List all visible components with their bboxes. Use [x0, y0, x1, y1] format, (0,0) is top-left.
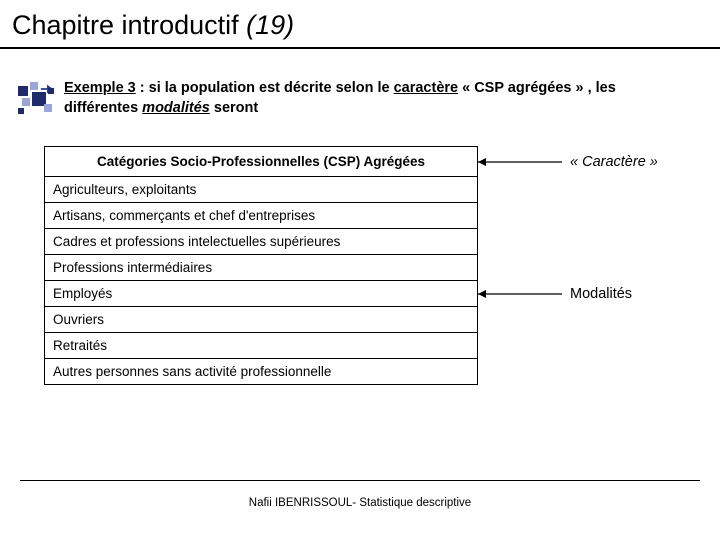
table-row: Agriculteurs, exploitants: [45, 177, 478, 203]
bullet-modalites: modalités: [142, 100, 210, 116]
table-row: Cadres et professions intelectuelles sup…: [45, 229, 478, 255]
footer-text: Nafii IBENRISSOUL- Statistique descripti…: [0, 497, 720, 509]
bullet-mid1: : si la population est décrite selon le: [136, 80, 394, 96]
table-header: Catégories Socio-Professionnelles (CSP) …: [45, 147, 478, 177]
table-row: Ouvriers: [45, 307, 478, 333]
bullet-text: Exemple 3 : si la population est décrite…: [64, 79, 680, 118]
csp-table: Catégories Socio-Professionnelles (CSP) …: [44, 146, 478, 385]
bullet-suffix: seront: [210, 100, 258, 116]
bullet-prefix: Exemple 3: [64, 80, 136, 96]
annotation-caractere-label: « Caractère »: [570, 154, 658, 170]
table-row: Retraités: [45, 333, 478, 359]
table-row: Artisans, commerçants et chef d'entrepri…: [45, 203, 478, 229]
decorative-squares-icon: [18, 78, 62, 125]
table-row: Autres personnes sans activité professio…: [45, 359, 478, 385]
title-italic: (19): [246, 10, 294, 40]
footer-divider: [20, 480, 700, 481]
annotation-modalites-label: Modalités: [570, 286, 632, 302]
annotation-caractere: « Caractère »: [570, 154, 658, 170]
slide-title: Chapitre introductif (19): [0, 0, 720, 49]
bullet-row: Exemple 3 : si la population est décrite…: [0, 79, 720, 118]
title-plain: Chapitre introductif: [12, 10, 246, 40]
main-area: Catégories Socio-Professionnelles (CSP) …: [0, 146, 720, 385]
bullet-caractere: caractère: [394, 80, 459, 96]
table-row: Professions intermédiaires: [45, 255, 478, 281]
annotation-modalites: Modalités: [570, 286, 632, 302]
table-row: Employés: [45, 281, 478, 307]
